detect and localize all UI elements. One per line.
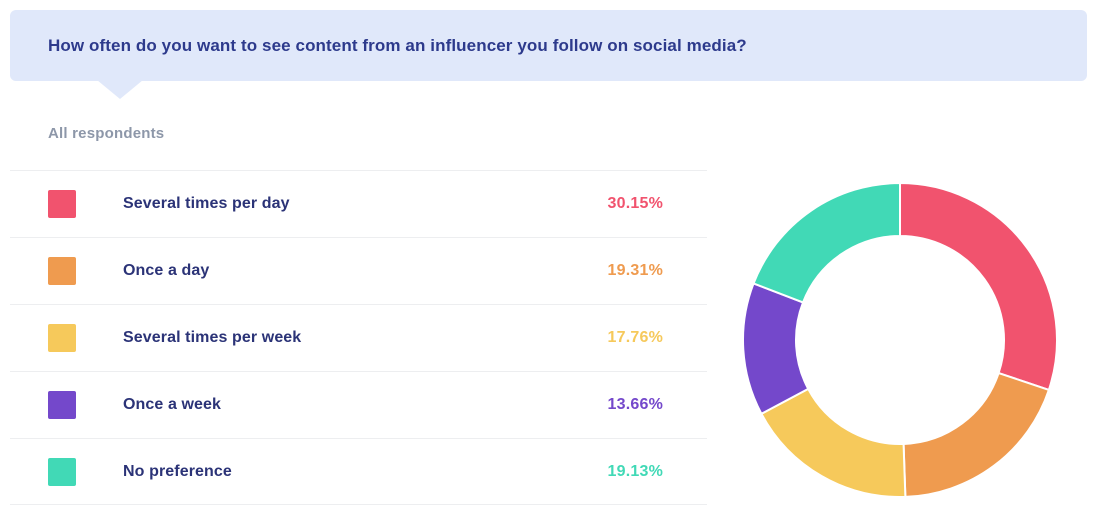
legend-label: Several times per week <box>123 329 302 346</box>
legend-label: Once a day <box>123 262 210 279</box>
donut-slice-several-times-per-day[interactable] <box>899 182 1058 391</box>
legend-row-several-times-per-day[interactable]: Several times per day 30.15% <box>10 170 707 237</box>
legend-swatch-icon <box>48 324 76 352</box>
legend-swatch-icon <box>48 257 76 285</box>
legend-value: 17.76% <box>607 329 663 346</box>
legend-label: No preference <box>123 462 232 480</box>
question-text: How often do you want to see content fro… <box>48 35 747 55</box>
respondents-subtitle: All respondents <box>48 125 165 142</box>
legend-label: Once a week <box>123 396 222 413</box>
legend-row-several-times-per-week[interactable]: Several times per week 17.76% <box>10 304 707 371</box>
chart-legend: Several times per day 30.15% Once a day 19.… <box>10 170 707 505</box>
legend-swatch-icon <box>48 457 76 486</box>
legend-swatch-icon <box>48 190 76 218</box>
donut-slice-once-a-week[interactable] <box>742 282 810 415</box>
legend-label: Several times per day <box>123 195 290 212</box>
legend-value: 19.13% <box>607 462 663 480</box>
speech-bubble-tail-icon <box>97 80 143 99</box>
donut-slice-several-times-per-week[interactable] <box>760 387 907 498</box>
question-banner: How often do you want to see content fro… <box>10 10 1087 81</box>
legend-value: 13.66% <box>607 396 663 413</box>
donut-slice-once-a-day[interactable] <box>902 372 1050 498</box>
legend-row-once-a-week[interactable]: Once a week 13.66% <box>10 371 707 438</box>
legend-swatch-icon <box>48 391 76 419</box>
legend-row-once-a-day[interactable]: Once a day 19.31% <box>10 237 707 304</box>
legend-value: 19.31% <box>607 262 663 279</box>
donut-slice-no-preference[interactable] <box>752 182 901 304</box>
legend-value: 30.15% <box>607 195 663 212</box>
legend-row-no-preference[interactable]: No preference 19.13% <box>10 438 707 505</box>
donut-chart <box>742 182 1058 498</box>
